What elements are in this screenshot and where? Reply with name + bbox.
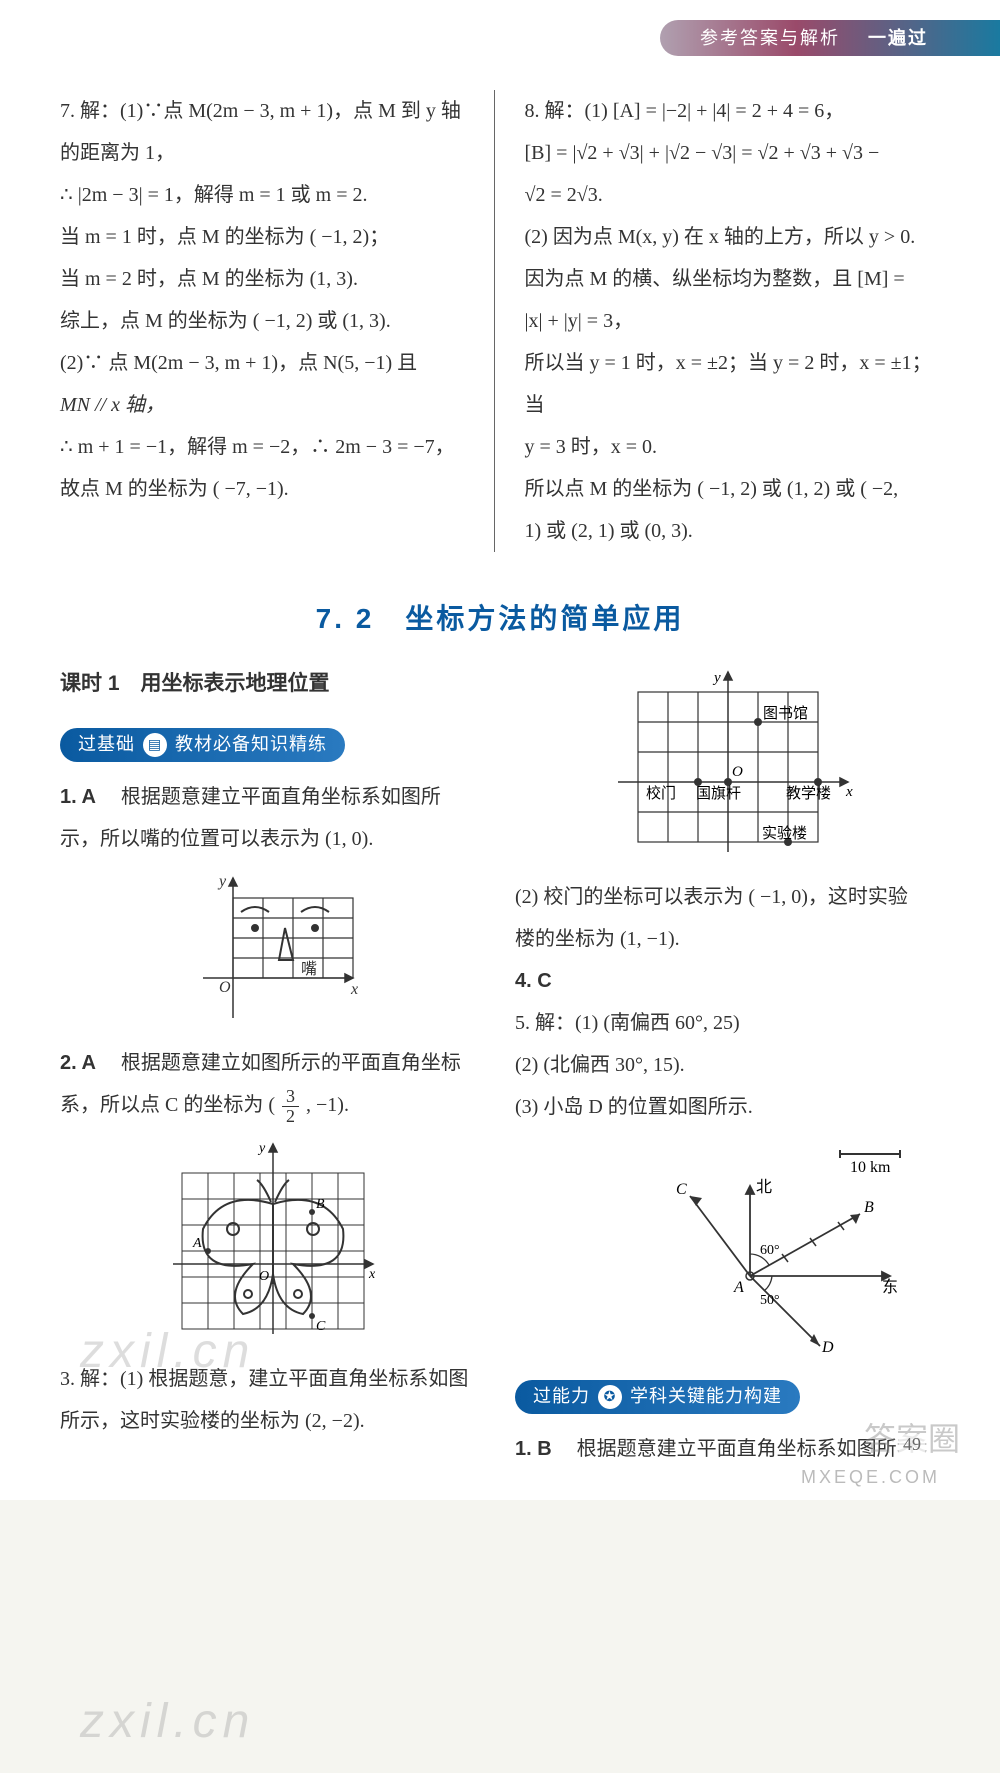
svg-text:北: 北 (756, 1178, 772, 1196)
q5a: 5. 解：(1) (南偏西 60°, 25) (515, 1002, 940, 1044)
butterfly-figure: A B C O x y (60, 1134, 485, 1344)
q7-p2: 的距离为 1， (60, 132, 476, 174)
svg-text:x: x (368, 1267, 376, 1282)
q7-p9: ∴ m + 1 = −1，解得 m = −2，∴ 2m − 3 = −7， (60, 426, 476, 468)
header-banner: 参考答案与解析 一遍过 (660, 20, 1000, 56)
svg-text:国旗杆: 国旗杆 (696, 785, 741, 802)
pill-basic-left: 过基础 (78, 726, 135, 764)
q1-text1: 根据题意建立平面直角坐标系如图所 (101, 786, 441, 808)
q7-p6: 综上，点 M 的坐标为 ( −1, 2) 或 (1, 3). (60, 300, 476, 342)
q7-line1: 7. 解：(1)∵点 M(2m − 3, m + 1)，点 M 到 y 轴 (60, 90, 476, 132)
q8-p1c: √2 = 2√3. (525, 174, 941, 216)
header-title: 参考答案与解析 (700, 28, 840, 48)
q7-p3: ∴ |2m − 3| = 1，解得 m = 1 或 m = 2. (60, 174, 476, 216)
q5b: (2) (北偏西 30°, 15). (515, 1044, 940, 1086)
r-q1b: 1. B 根据题意建立平面直角坐标系如图所 (515, 1428, 940, 1470)
q5a-text: 5. 解：(1) (南偏西 60°, 25) (515, 1012, 740, 1034)
q3-line1: 3. 解：(1) 根据题意，建立平面直角坐标系如图 (60, 1358, 485, 1400)
q4: 4. C (515, 960, 940, 1002)
svg-text:教学楼: 教学楼 (786, 785, 831, 802)
bottom-section: 课时 1 用坐标表示地理位置 过基础 ▤ 教材必备知识精练 1. A 根据题意建… (60, 662, 940, 1470)
svg-text:y: y (712, 670, 721, 686)
q8-p1a: 8. 解：(1) [A] = |−2| + |4| = 2 + 4 = 6， (525, 90, 941, 132)
r-q1b-text: 根据题意建立平面直角坐标系如图所 (557, 1438, 897, 1460)
svg-text:C: C (676, 1181, 687, 1198)
svg-text:东: 东 (882, 1278, 898, 1296)
q8-p4: |x| + |y| = 3， (525, 300, 941, 342)
fraction-3-2: 32 (282, 1087, 299, 1127)
q2c-post: , −1). (306, 1094, 349, 1116)
pill-basic-right: 教材必备知识精练 (175, 726, 327, 764)
q2-text2: 系，所以点 C 的坐标为 ( 32 , −1). (60, 1084, 485, 1126)
q1-ans: 1. A (60, 786, 96, 808)
section-title: 7. 2 坐标方法的简单应用 (60, 597, 940, 637)
q7-p10: 故点 M 的坐标为 ( −7, −1). (60, 468, 476, 510)
pill-ability-right: 学科关键能力构建 (630, 1378, 782, 1416)
svg-text:B: B (316, 1197, 325, 1212)
svg-text:O: O (219, 979, 231, 996)
sub-title: 课时 1 用坐标表示地理位置 (60, 662, 485, 706)
q8-p7: 所以点 M 的坐标为 ( −1, 2) 或 (1, 2) 或 ( −2, (525, 468, 941, 510)
q8-p1b: [B] = |√2 + √3| + |√2 − √3| = √2 + √3 + … (525, 132, 941, 174)
svg-text:O: O (259, 1269, 269, 1284)
q5c: (3) 小岛 D 的位置如图所示. (515, 1086, 940, 1128)
bottom-right-col: 图书馆 校门 国旗杆 教学楼 实验楼 O x y (2) 校门的坐标可以表示为 … (505, 662, 940, 1470)
q7-p4: 当 m = 1 时，点 M 的坐标为 ( −1, 2)； (60, 216, 476, 258)
q8-p2: (2) 因为点 M(x, y) 在 x 轴的上方，所以 y > 0. (525, 216, 941, 258)
svg-text:A: A (733, 1279, 744, 1296)
q8-p6: y = 3 时，x = 0. (525, 426, 941, 468)
svg-text:校门: 校门 (646, 785, 676, 802)
header-tag: 一遍过 (868, 28, 928, 48)
pill-basic: 过基础 ▤ 教材必备知识精练 (60, 728, 345, 762)
school-figure: 图书馆 校门 国旗杆 教学楼 实验楼 O x y (515, 662, 940, 862)
book-icon: ▤ (143, 733, 167, 757)
top-right-col: 8. 解：(1) [A] = |−2| + |4| = 2 + 4 = 6， [… (515, 90, 941, 552)
svg-text:x: x (845, 784, 853, 800)
q7-p8: MN // x 轴， (60, 384, 476, 426)
q1-text2: 示，所以嘴的位置可以表示为 (1, 0). (60, 818, 485, 860)
q7-p7: (2)∵ 点 M(2m − 3, m + 1)，点 N(5, −1) 且 (60, 342, 476, 384)
top-left-col: 7. 解：(1)∵点 M(2m − 3, m + 1)，点 M 到 y 轴 的距… (60, 90, 495, 552)
q3a: 3. 解：(1) 根据题意，建立平面直角坐标系如图 (60, 1368, 468, 1390)
q2-line: 2. A 根据题意建立如图所示的平面直角坐标 (60, 1042, 485, 1084)
q8-p5: 所以当 y = 1 时，x = ±2；当 y = 2 时，x = ±1；当 (525, 342, 941, 426)
pill-ability-left: 过能力 (533, 1378, 590, 1416)
medal-icon: ✪ (598, 1385, 622, 1409)
q7-p1: 7. 解：(1)∵点 M(2m − 3, m + 1)，点 M 到 y 轴 (60, 100, 461, 122)
bottom-left-col: 课时 1 用坐标表示地理位置 过基础 ▤ 教材必备知识精练 1. A 根据题意建… (60, 662, 485, 1470)
svg-text:50°: 50° (760, 1293, 780, 1308)
pill-ability: 过能力 ✪ 学科关键能力构建 (515, 1380, 800, 1414)
svg-text:A: A (192, 1236, 202, 1251)
q8-p8: 1) 或 (2, 1) 或 (0, 3). (525, 510, 941, 552)
q4-ans: 4. C (515, 970, 552, 992)
q7-p5: 当 m = 2 时，点 M 的坐标为 (1, 3). (60, 258, 476, 300)
q8-p3: 因为点 M 的横、纵坐标均为整数，且 [M] = (525, 258, 941, 300)
q2c-pre: 系，所以点 C 的坐标为 ( (60, 1094, 275, 1116)
q2-text1: 根据题意建立如图所示的平面直角坐标 (101, 1052, 461, 1074)
r-p1: (2) 校门的坐标可以表示为 ( −1, 0)，这时实验 (515, 876, 940, 918)
face-mouth-label: 嘴 (301, 960, 317, 978)
svg-text:10 km: 10 km (850, 1159, 891, 1176)
q3-line2: 所示，这时实验楼的坐标为 (2, −2). (60, 1400, 485, 1442)
watermark-zx2: zxil.cn (80, 1672, 255, 1773)
watermark-mxe: MXEQE.COM (801, 1467, 940, 1488)
r-q1b-ans: 1. B (515, 1438, 552, 1460)
q1-line: 1. A 根据题意建立平面直角坐标系如图所 (60, 776, 485, 818)
compass-figure: 10 km (515, 1136, 940, 1356)
q2-ans: 2. A (60, 1052, 96, 1074)
svg-text:B: B (864, 1199, 874, 1216)
face-figure: 嘴 O x y (60, 868, 485, 1028)
r-p2: 楼的坐标为 (1, −1). (515, 918, 940, 960)
svg-text:D: D (821, 1339, 834, 1356)
svg-text:y: y (217, 873, 227, 890)
top-solutions: 7. 解：(1)∵点 M(2m − 3, m + 1)，点 M 到 y 轴 的距… (60, 90, 940, 552)
page-number: 49 (899, 1434, 925, 1455)
svg-text:x: x (350, 981, 358, 998)
svg-text:O: O (732, 764, 743, 780)
svg-text:y: y (257, 1141, 266, 1156)
svg-text:60°: 60° (760, 1243, 780, 1258)
svg-text:实验楼: 实验楼 (762, 825, 807, 842)
svg-text:图书馆: 图书馆 (763, 705, 808, 722)
svg-text:C: C (316, 1319, 326, 1334)
